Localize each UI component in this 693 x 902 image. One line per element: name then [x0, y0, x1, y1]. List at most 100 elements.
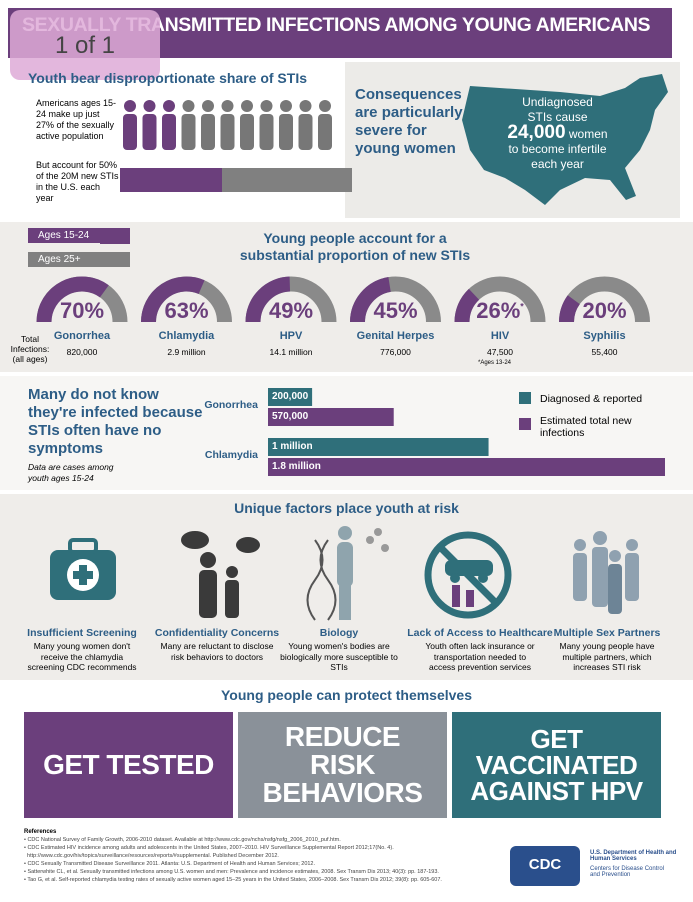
reference: http://www.cdc.gov/hiv/topics/surveillan…: [24, 853, 279, 859]
section-title: Many do not know they're infected becaus…: [28, 386, 203, 457]
factor-text: Many young people have multiple partners…: [559, 641, 655, 672]
person-head: [319, 100, 331, 112]
category-label: Gonorrhea: [204, 399, 258, 411]
gauge-percent: 26%*: [476, 298, 524, 323]
reference: • CDC Sexually Transmitted Disease Surve…: [24, 861, 316, 867]
action-box: [452, 712, 661, 818]
reference: • Tao G, et al. Self-reported chlamydia …: [24, 877, 442, 883]
gauge-name: HIV: [490, 330, 510, 342]
person-head: [280, 100, 292, 112]
gauge-name: HPV: [279, 330, 303, 342]
people-talk-icon: [181, 531, 260, 618]
factor-text: Many are reluctant to disclose risk beha…: [160, 641, 274, 662]
person-head: [124, 100, 136, 112]
map-line: to become infertile: [508, 142, 607, 156]
map-text: Undiagnosed STIs cause 24,000 women to b…: [480, 95, 635, 172]
legend-label: Diagnosed & reported: [540, 393, 643, 405]
person-body: [181, 114, 196, 150]
action-box: [238, 712, 447, 818]
gauge-fill: [141, 276, 205, 323]
legend-label: Estimated total new infections: [540, 415, 632, 439]
gauge-percent: 63%: [164, 298, 209, 323]
factor-title: Lack of Access to Healthcare: [407, 627, 553, 639]
consequences-title: Consequences are particularly severe for…: [355, 86, 463, 157]
note-marker: *: [520, 301, 524, 312]
person-body: [259, 114, 274, 150]
person-body: [201, 114, 215, 150]
map-line: Undiagnosed STIs cause: [522, 95, 593, 124]
gauge-percent: 70%: [59, 298, 105, 323]
group-icon: [573, 531, 639, 614]
people-icons: [123, 100, 332, 150]
total-label: Total Infections: (all ages): [10, 334, 50, 364]
map-line: women: [568, 127, 608, 141]
page-title: SEXUALLY TRANSMITTED INFECTIONS AMONG YO…: [22, 14, 651, 36]
factor-text: Young women's bodies are biologically mo…: [280, 641, 398, 672]
gauge-name: Syphilis: [583, 330, 626, 342]
section-title: Young people account for a substantial p…: [239, 230, 471, 263]
gauge-percent: 20%: [582, 298, 627, 323]
value-label: 1 million: [272, 441, 313, 452]
cdc-logo: [510, 846, 580, 886]
value-label: 200,000: [272, 391, 309, 402]
reference: • CDC Estimated HIV incidence among adul…: [24, 845, 394, 851]
person-body: [279, 114, 293, 150]
factor-title: Insufficient Screening: [27, 627, 137, 639]
note: *Ages 13-24: [478, 360, 512, 366]
legend-tag: [28, 252, 130, 267]
gauge-fill: [245, 276, 291, 323]
share-text: Americans ages 15-24 make up just 27% of…: [36, 98, 117, 141]
agency-name: U.S. Department of Health and Human Serv…: [590, 850, 677, 862]
category-label: Chlamydia: [204, 449, 258, 461]
gauge-fill: [454, 288, 480, 323]
us-map: [462, 74, 668, 205]
reference: • CDC National Survey of Family Growth, …: [24, 837, 341, 843]
bar: [268, 438, 489, 456]
section-title: Youth bear disproportionate share of STI…: [28, 70, 307, 86]
share-text: But account for 50% of the 20M new STIs …: [36, 160, 119, 203]
bar: [268, 458, 665, 476]
person-body: [318, 114, 332, 150]
agency-center: Centers for Disease Control and Preventi…: [590, 866, 665, 878]
factor-text: Youth often lack insurance or transporta…: [425, 641, 535, 672]
person-body: [123, 114, 137, 150]
gauge-fill: [36, 276, 109, 323]
legend-tag: [100, 232, 130, 244]
share-bar: [120, 168, 222, 192]
value-label: 1.8 million: [272, 461, 321, 472]
person-body: [220, 114, 235, 150]
no-car-icon: [424, 531, 512, 619]
factor-title: Confidentiality Concerns: [154, 627, 280, 639]
map-line: each year: [531, 157, 584, 171]
factor-text: Many young women don't receive the chlam…: [27, 641, 137, 672]
gauge-name: Genital Herpes: [356, 330, 435, 342]
person-head: [202, 100, 214, 112]
person-body: [162, 114, 176, 150]
action-text: GET VACCINATED AGAINST HPV: [470, 724, 643, 806]
gauge-total: 55,400: [591, 347, 618, 357]
gauge-fill: [559, 295, 581, 323]
factor-title: Biology: [319, 627, 359, 639]
person-head: [241, 100, 253, 112]
value-label: 570,000: [272, 411, 309, 422]
bar: [268, 408, 394, 426]
gauge-total: 820,000: [66, 347, 98, 357]
person-head: [221, 100, 234, 112]
biology-icon: [306, 526, 389, 621]
gauge-percent: 45%: [373, 298, 418, 323]
gauge-total: 2.9 million: [167, 347, 206, 357]
logo-text: CDC: [528, 856, 562, 873]
gauge-name: Gonorrhea: [53, 330, 111, 342]
page-counter[interactable]: 1 of 1: [10, 10, 160, 80]
person-head: [299, 100, 312, 112]
legend-label: Ages 15-24: [38, 230, 90, 241]
legend-swatch: [519, 392, 531, 404]
action-box: [24, 712, 233, 818]
share-bar: [222, 168, 352, 192]
references-title: References: [24, 829, 57, 835]
person-body: [240, 114, 254, 150]
section-title: Unique factors place youth at risk: [234, 500, 459, 516]
person-body: [142, 114, 157, 150]
